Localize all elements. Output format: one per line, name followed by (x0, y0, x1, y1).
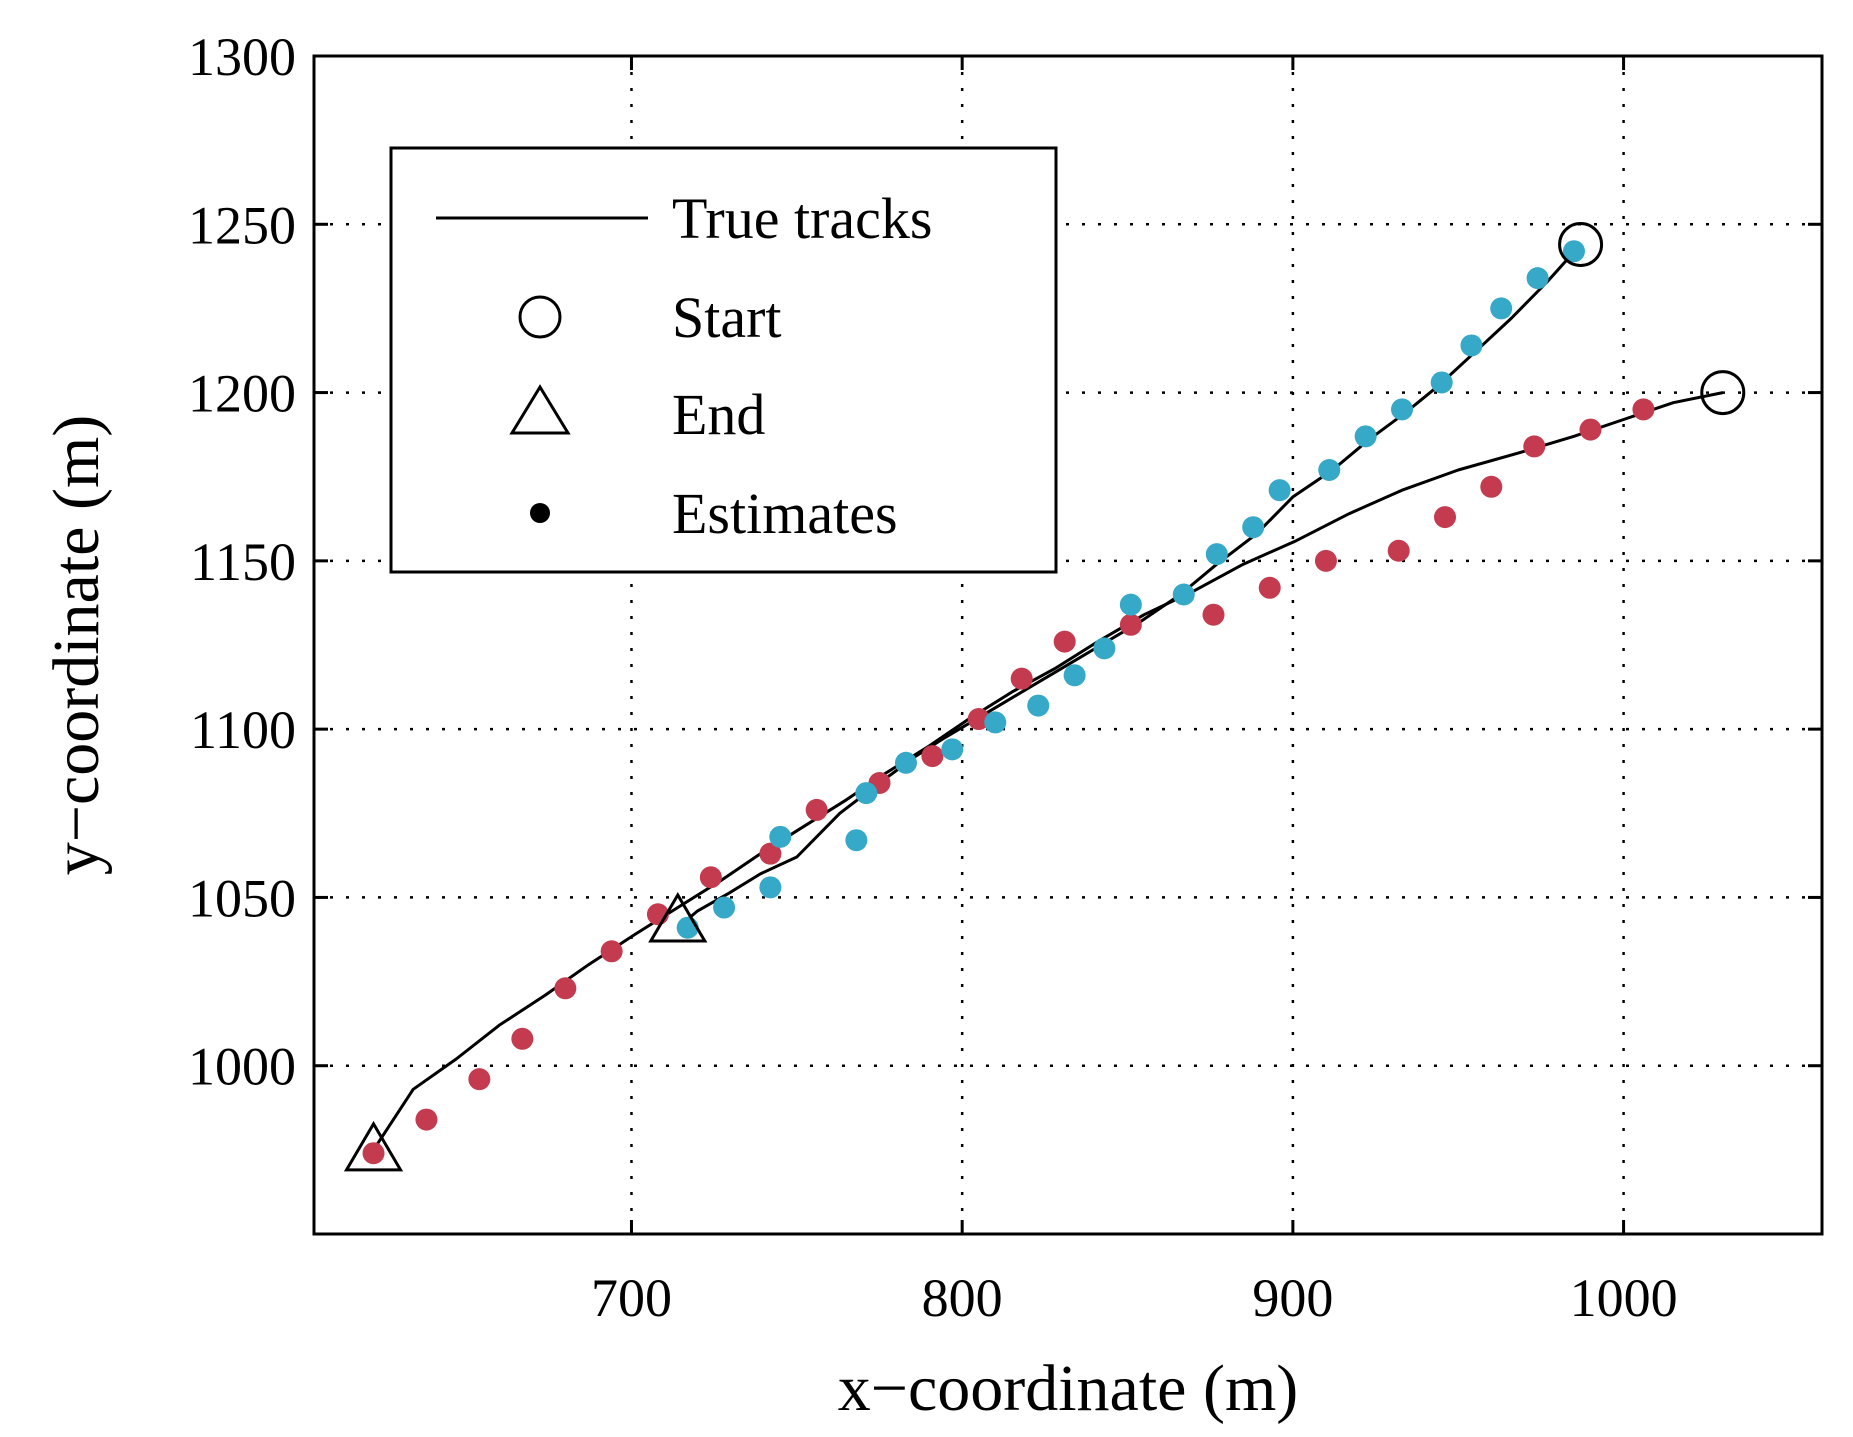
estimate-point-track-2 (1063, 664, 1086, 687)
estimate-point-track-2 (855, 782, 878, 805)
legend-label-true-tracks: True tracks (672, 186, 932, 251)
estimate-point-track-1 (759, 842, 782, 865)
legend-label-start: Start (672, 285, 782, 350)
estimate-point-track-1 (699, 866, 722, 889)
estimate-point-track-2 (941, 738, 964, 761)
estimate-point-track-2 (1027, 694, 1050, 717)
x-tick-label: 800 (922, 1268, 1003, 1328)
estimate-point-track-2 (984, 711, 1007, 734)
end-marker (343, 1120, 404, 1172)
estimate-point-track-1 (1202, 603, 1225, 626)
estimate-point-track-1 (1434, 506, 1456, 529)
y-tick-label: 1100 (190, 700, 296, 760)
estimate-point-track-2 (1354, 425, 1377, 448)
estimate-point-track-2 (1205, 543, 1228, 566)
x-tick-label: 700 (591, 1268, 672, 1328)
true-tracks (372, 243, 1724, 1151)
estimate-point-track-2 (1093, 637, 1116, 660)
legend-circle-icon (518, 295, 562, 339)
estimate-point-track-2 (1490, 297, 1513, 320)
true-track-line (676, 243, 1582, 929)
y-tick-label: 1050 (188, 868, 296, 928)
estimate-point-track-1 (554, 977, 577, 1000)
estimate-point-track-2 (1562, 240, 1585, 263)
estimate-point-track-1 (1119, 613, 1142, 636)
x-axis-label: x−coordinate (m) (838, 1352, 1299, 1425)
estimate-point-track-2 (713, 896, 736, 919)
estimate-point-track-1 (1314, 549, 1337, 572)
estimate-point-track-2 (1391, 398, 1414, 421)
estimate-point-track-1 (362, 1142, 385, 1165)
estimate-point-track-2 (1430, 371, 1453, 394)
start-marker (1558, 221, 1604, 267)
end-marker (648, 892, 708, 943)
estimate-point-track-2 (769, 825, 792, 848)
legend-triangle-icon (509, 384, 571, 435)
plot-frame (312, 54, 1824, 1236)
estimate-point-track-2 (1318, 458, 1341, 481)
x-tick-label: 1000 (1570, 1268, 1678, 1328)
estimate-point-track-1 (967, 708, 990, 731)
estimate-point-track-1 (1579, 418, 1602, 441)
estimate-point-track-2 (845, 829, 868, 852)
estimate-point-track-2 (1242, 516, 1265, 539)
estimate-point-track-2 (894, 751, 917, 774)
estimate-point-track-1 (1523, 435, 1546, 458)
estimate-point-track-2 (1460, 334, 1483, 357)
start-end-markers (343, 221, 1746, 1172)
estimate-point-track-1 (511, 1027, 534, 1050)
estimate-point-track-2 (759, 876, 782, 899)
estimate-point-track-1 (1053, 630, 1076, 653)
estimate-point-track-1 (1387, 539, 1410, 562)
tick-labels: 700 800 900 1000 1000 1050 1100 1150 1200 1250 130… (188, 27, 1678, 1328)
estimate-point-track-1 (1632, 398, 1655, 421)
estimate-point-track-1 (468, 1068, 491, 1091)
estimate-point-track-1 (1480, 475, 1503, 498)
estimate-point-track-2 (1119, 593, 1142, 616)
y-axis-label: y−coordinate (m) (40, 415, 113, 876)
estimate-point-track-1 (805, 798, 828, 821)
axis-ticks (314, 54, 1822, 1234)
estimate-point-track-2 (1172, 583, 1195, 606)
y-tick-label: 1300 (188, 27, 296, 87)
y-tick-label: 1000 (188, 1037, 296, 1097)
y-tick-label: 1150 (190, 532, 296, 592)
estimate-point-track-2 (1268, 479, 1291, 502)
legend-label-estimates: Estimates (672, 481, 898, 546)
y-tick-label: 1250 (188, 195, 296, 255)
y-tick-label: 1200 (188, 364, 296, 424)
estimate-point-track-1 (1258, 576, 1281, 599)
estimate-point-track-2 (1526, 267, 1549, 290)
legend: True tracks Start End Estimates (389, 146, 1058, 574)
x-tick-label: 900 (1252, 1268, 1333, 1328)
estimate-point-track-1 (921, 745, 944, 768)
start-marker (1700, 370, 1746, 416)
legend-dot-icon (530, 503, 550, 523)
estimate-point-track-1 (415, 1108, 438, 1131)
estimates (362, 240, 1655, 1165)
estimate-point-track-1 (600, 940, 623, 963)
true-track-line (372, 391, 1724, 1151)
legend-label-end: End (672, 382, 765, 447)
estimate-point-track-1 (1010, 667, 1033, 690)
